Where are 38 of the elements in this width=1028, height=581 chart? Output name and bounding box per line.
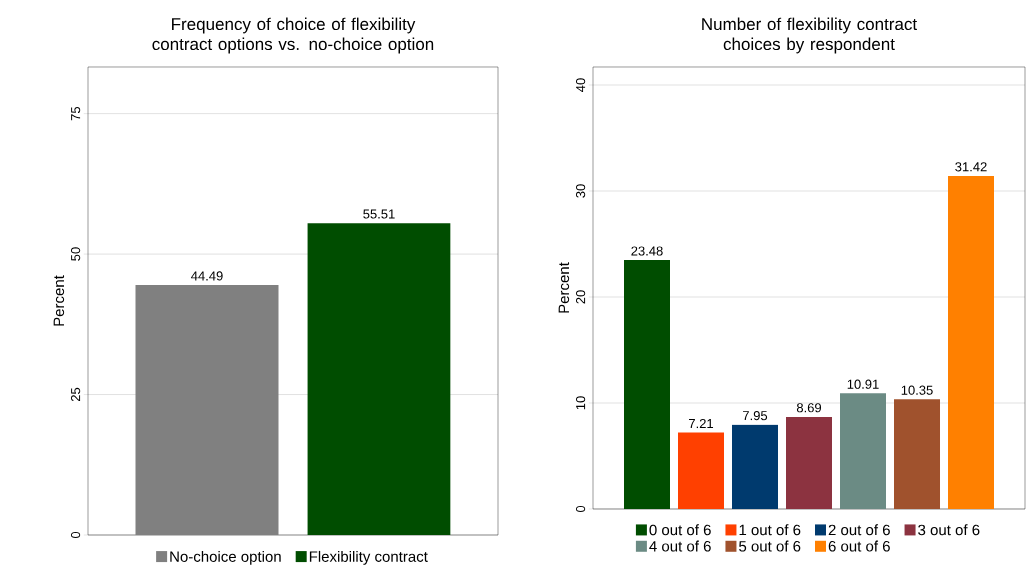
bar [786, 416, 833, 509]
bar [894, 399, 941, 509]
legend-label: 0 out of 6 [649, 524, 711, 536]
y-tick-label: 75 [71, 106, 81, 121]
y-tick-label: 0 [70, 531, 81, 539]
y-tick-label: 25 [70, 387, 81, 402]
y-tick-label: 40 [576, 78, 586, 92]
chart-title: Number of flexibility contract choices by respondent [702, 17, 918, 54]
legend-label: 4 out of 6 [649, 540, 711, 552]
legend-label: 6 out of 6 [828, 540, 890, 552]
bar [624, 260, 670, 509]
legend-label: 5 out of 6 [739, 540, 801, 552]
y-tick-label: 10 [576, 396, 586, 410]
y-tick-label: 0 [576, 505, 586, 513]
bar [840, 393, 886, 509]
y-tick-label: 30 [576, 184, 586, 198]
data-label: 10.91 [847, 379, 879, 389]
data-label: 44.49 [191, 271, 223, 281]
data-label: 31.42 [955, 162, 987, 172]
bar [732, 424, 778, 509]
data-label: 7.21 [689, 418, 714, 429]
legend-label: Flexibility contract [309, 550, 428, 565]
data-label: 23.48 [631, 246, 663, 256]
y-tick-label: 50 [70, 247, 81, 261]
data-label: 7.95 [743, 410, 768, 421]
bar [678, 432, 725, 509]
y-axis-title: Percent [558, 262, 570, 313]
legend-label: 3 out of 6 [918, 524, 980, 536]
y-axis-title: Percent [53, 275, 65, 326]
data-label: 8.69 [796, 403, 822, 413]
chart-title: Frequency of choice of flexibility contract options vs. no-choice option [152, 17, 434, 54]
bar [948, 175, 995, 509]
legend-label: 2 out of 6 [828, 524, 890, 536]
data-label: 10.35 [901, 385, 933, 395]
y-tick-label: 20 [576, 290, 586, 304]
legend-label: 1 out of 6 [739, 524, 801, 536]
data-label: 55.51 [363, 209, 395, 219]
legend-label: No-choice option [170, 550, 281, 565]
